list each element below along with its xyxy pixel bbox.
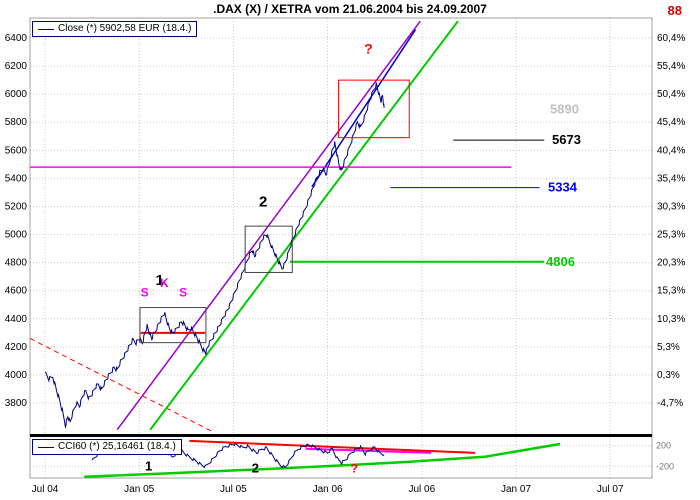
close-series-color-chip [38, 28, 54, 30]
cci-annotation-1: 1 [145, 459, 152, 474]
price-legend[interactable]: Close (*) 5902,58 EUR (18.4.) [32, 21, 198, 37]
price-axis-label: 6200 [5, 61, 28, 72]
price-axis-label: 3800 [5, 398, 28, 409]
consolidation-box-2[interactable] [244, 225, 293, 273]
pct-axis-label: 55,4% [657, 61, 685, 72]
price-legend-label: Close (*) 5902,58 EUR (18.4.) [58, 23, 192, 34]
cci-annotation-2: 2 [252, 461, 259, 476]
level-label-5673: 5673 [552, 132, 581, 147]
pct-axis-label: 40,4% [657, 145, 685, 156]
annotation-S: S [141, 285, 149, 299]
cci-annotation-?: ? [351, 462, 358, 476]
consolidation-box-1[interactable] [139, 307, 207, 344]
pct-axis-label: 45,4% [657, 117, 685, 128]
cci-axis-label: -200 [656, 461, 674, 471]
price-axis-label: 5200 [5, 201, 28, 212]
x-axis-label: Jan 05 [124, 484, 154, 495]
price-axis-label: 5000 [5, 230, 28, 241]
pct-axis-label: 15,3% [657, 286, 685, 297]
annotation-2: 2 [259, 193, 267, 210]
cci-legend-label: CCI60 (*) 25,16461 (18.4.) [58, 441, 176, 452]
price-axis-label: 5400 [5, 173, 28, 184]
price-axis-label: 5800 [5, 117, 28, 128]
price-axis-label: 6000 [5, 89, 28, 100]
brand-logo: 88 [667, 3, 682, 18]
uptrend-violet[interactable] [116, 20, 421, 431]
uptrend-green[interactable] [149, 20, 459, 431]
level-label-5890: 5890 [550, 102, 579, 117]
uptrend-blue[interactable] [311, 29, 417, 188]
price-axis-label: 4600 [5, 286, 28, 297]
pct-axis-label: 20,3% [657, 258, 685, 269]
annotation-S: S [179, 285, 187, 299]
target-box-red[interactable] [338, 79, 410, 139]
price-axis-label: 4200 [5, 342, 28, 353]
cci-green-support[interactable] [84, 442, 561, 479]
plot-border [29, 17, 653, 479]
price-axis-label: 4400 [5, 314, 28, 325]
pct-axis-label: -4,7% [657, 398, 683, 409]
cci-red-trend[interactable] [189, 439, 476, 454]
price-axis-label: 4800 [5, 258, 28, 269]
cci-legend[interactable]: CCI60 (*) 25,16461 (18.4.) [32, 439, 182, 455]
x-axis-label: Jul 04 [32, 484, 59, 495]
annotation-?: ? [364, 40, 373, 56]
cci-series-color-chip [38, 446, 54, 448]
downtrend-red-dashed[interactable] [29, 338, 212, 432]
x-axis-label: Jul 06 [408, 484, 435, 495]
annotation-1: 1 [155, 272, 163, 289]
pct-axis-label: 10,3% [657, 314, 685, 325]
pct-axis-label: 30,3% [657, 201, 685, 212]
pct-axis-label: 60,4% [657, 33, 685, 44]
pct-axis-label: 5,3% [657, 342, 680, 353]
pct-axis-label: 50,4% [657, 89, 685, 100]
x-axis-label: Jan 06 [313, 484, 343, 495]
level-label-4806: 4806 [546, 254, 575, 269]
level-label-5334: 5334 [548, 180, 578, 195]
cci-axis-label: 200 [656, 441, 671, 451]
x-axis-label: Jul 07 [597, 484, 624, 495]
price-axis-label: 5600 [5, 145, 28, 156]
x-axis-label: Jan 07 [501, 484, 531, 495]
price-axis-label: 6400 [5, 33, 28, 44]
price-axis-label: 4000 [5, 370, 28, 381]
pct-axis-label: 0,3% [657, 370, 680, 381]
chart-title: .DAX (X) / XETRA vom 21.06.2004 bis 24.0… [213, 2, 487, 16]
pct-axis-label: 35,4% [657, 173, 685, 184]
pct-axis-label: 25,3% [657, 230, 685, 241]
annotation-K: K [160, 276, 169, 290]
x-axis-label: Jul 05 [220, 484, 247, 495]
price-line[interactable] [44, 82, 385, 429]
